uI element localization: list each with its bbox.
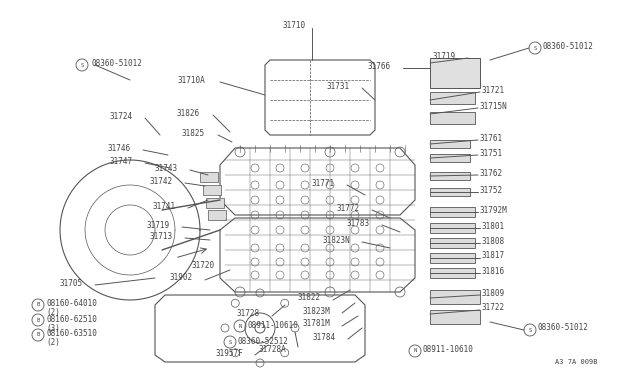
Text: 31823M: 31823M <box>302 307 330 315</box>
Text: 31719: 31719 <box>433 51 456 61</box>
Bar <box>430 253 475 263</box>
Text: 08160-63510: 08160-63510 <box>46 330 97 339</box>
Bar <box>430 188 470 196</box>
Text: 31720: 31720 <box>192 260 215 269</box>
Text: 31957F: 31957F <box>215 349 243 357</box>
Text: 31816: 31816 <box>482 266 505 276</box>
Text: 31766: 31766 <box>368 61 391 71</box>
Text: S: S <box>81 62 84 67</box>
Text: 31722: 31722 <box>482 304 505 312</box>
Text: 31792M: 31792M <box>480 205 508 215</box>
Text: (2): (2) <box>46 308 60 317</box>
Text: 31784: 31784 <box>313 333 336 341</box>
Bar <box>430 112 475 124</box>
Text: 31751: 31751 <box>480 148 503 157</box>
Text: 31705: 31705 <box>60 279 83 288</box>
Text: 08160-64010: 08160-64010 <box>46 299 97 308</box>
Bar <box>430 154 470 162</box>
Text: 31808: 31808 <box>482 237 505 246</box>
Text: 31710: 31710 <box>282 20 305 29</box>
Bar <box>430 207 475 217</box>
Text: S: S <box>529 327 532 333</box>
Text: 31746: 31746 <box>108 144 131 153</box>
Text: 31822: 31822 <box>298 294 321 302</box>
Text: 31801: 31801 <box>482 221 505 231</box>
Text: (2): (2) <box>46 339 60 347</box>
Text: 31710A: 31710A <box>177 76 205 84</box>
Text: 31752: 31752 <box>480 186 503 195</box>
Text: 31741: 31741 <box>153 202 176 211</box>
Text: 31825: 31825 <box>182 128 205 138</box>
Text: B: B <box>36 302 40 308</box>
Text: 08360-51012: 08360-51012 <box>538 324 589 333</box>
Text: N: N <box>238 324 242 328</box>
Text: 31728: 31728 <box>237 310 260 318</box>
Bar <box>208 210 226 220</box>
Text: 31902: 31902 <box>170 273 193 282</box>
Bar <box>206 198 224 208</box>
Bar <box>430 172 470 180</box>
Text: 08160-62510: 08160-62510 <box>46 314 97 324</box>
Bar <box>430 268 475 278</box>
Text: S: S <box>533 45 536 51</box>
Text: 08360-52512: 08360-52512 <box>238 337 289 346</box>
Text: (3): (3) <box>46 324 60 333</box>
Text: 31817: 31817 <box>482 251 505 260</box>
Bar <box>430 290 480 304</box>
Text: 31747: 31747 <box>110 157 133 166</box>
Text: 31781M: 31781M <box>302 320 330 328</box>
Text: 31724: 31724 <box>110 112 133 121</box>
Bar <box>430 58 480 88</box>
Text: 31715N: 31715N <box>480 102 508 110</box>
Text: B: B <box>36 317 40 323</box>
Text: 08360-51012: 08360-51012 <box>543 42 594 51</box>
Bar <box>430 223 475 233</box>
Text: 08911-10610: 08911-10610 <box>423 346 474 355</box>
Text: 31809: 31809 <box>482 289 505 298</box>
Bar <box>430 140 470 148</box>
Text: 31742: 31742 <box>150 176 173 186</box>
Text: 31761: 31761 <box>480 134 503 142</box>
Text: A3 7A 009B: A3 7A 009B <box>555 359 598 365</box>
Text: 08911-10610: 08911-10610 <box>248 321 299 330</box>
Bar <box>203 185 221 195</box>
Text: 31728A: 31728A <box>259 344 286 353</box>
Text: 31743: 31743 <box>155 164 178 173</box>
Text: 31826: 31826 <box>177 109 200 118</box>
Text: N: N <box>413 349 417 353</box>
Bar <box>430 92 475 104</box>
Text: 31772: 31772 <box>337 203 360 212</box>
Text: 31823N: 31823N <box>323 235 350 244</box>
Text: 31713: 31713 <box>150 231 173 241</box>
Text: 31783: 31783 <box>347 218 370 228</box>
Text: 31731: 31731 <box>327 81 350 90</box>
Text: 31771: 31771 <box>312 179 335 187</box>
Text: 31721: 31721 <box>482 86 505 94</box>
Bar <box>200 172 218 182</box>
Text: 08360-51012: 08360-51012 <box>91 58 142 67</box>
Text: 31719: 31719 <box>147 221 170 230</box>
Bar <box>430 310 480 324</box>
Text: S: S <box>228 340 232 344</box>
Bar <box>430 238 475 248</box>
Text: B: B <box>36 333 40 337</box>
Text: 31762: 31762 <box>480 169 503 177</box>
